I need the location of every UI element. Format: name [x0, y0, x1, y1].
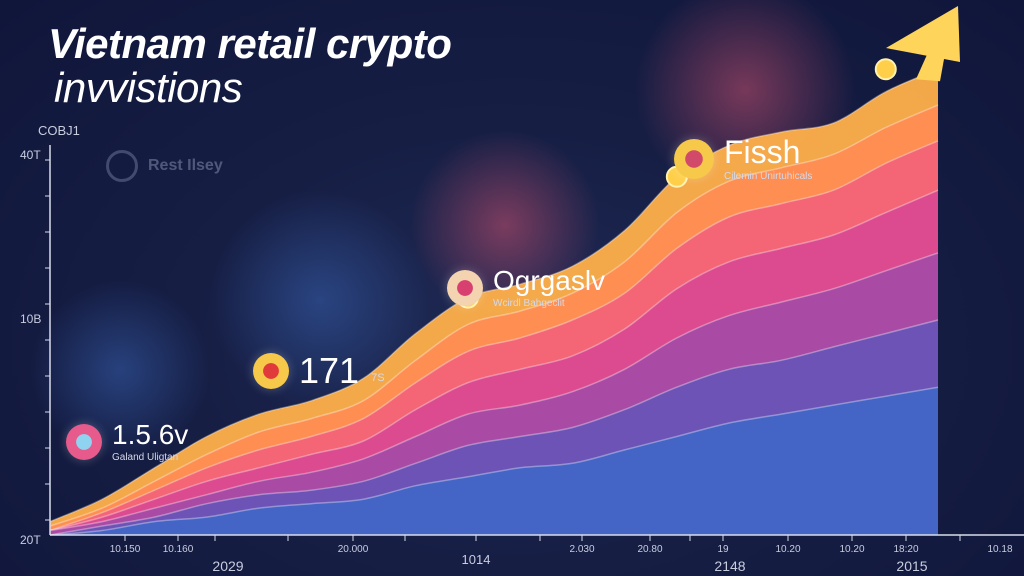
x-tick-label: 19	[717, 544, 729, 555]
callout-sublabel: Wcirdl Bahgeclit	[493, 298, 565, 309]
coin-icon	[447, 269, 483, 306]
series-line-7	[49, 386, 939, 536]
x-tick-label: 2.030	[569, 544, 595, 555]
y-tick-label: 20T	[20, 533, 41, 547]
x-tick-label: 1014	[461, 552, 491, 567]
callout-2: 171 7S	[253, 352, 385, 390]
background-glow	[30, 280, 210, 460]
highlight-point	[874, 58, 897, 81]
series-line-4	[49, 189, 939, 532]
callout-extra: 7S	[371, 372, 385, 384]
coin-icon	[66, 423, 102, 460]
x-tick-label: 20.000	[337, 544, 369, 555]
callout-1: 1.5.6v Galand Uligtan	[66, 420, 188, 463]
callout-3: Ogrgaslv Wcirdl Bahgeclit	[447, 266, 605, 309]
watermark-logo-icon	[106, 150, 138, 182]
area-band-7	[50, 387, 938, 535]
callout-4: Fissh Cilemin Unirtuhicals	[674, 135, 812, 182]
x-tick-label: 18:20	[893, 544, 919, 555]
callout-value: Ogrgaslv	[493, 265, 606, 296]
x-tick-label: 10.20	[775, 544, 801, 555]
trend-arrow-icon	[886, 6, 960, 62]
series-line-1	[49, 68, 939, 523]
y-axis-label: COBJ1	[38, 123, 80, 138]
y-tick-label: 40T	[20, 148, 41, 162]
x-tick-label: 10.18	[987, 544, 1013, 555]
x-year-label: 2015	[896, 558, 928, 574]
title-line-2: invvistions	[54, 64, 243, 111]
series-line-6	[49, 319, 939, 536]
watermark: Rest Ilsey	[106, 150, 223, 182]
series-line-5	[49, 252, 939, 532]
chart-title: Vietnam retail crypto invvistions	[48, 20, 452, 111]
x-tick-label: 20.80	[637, 544, 663, 555]
title-line-1: Vietnam retail crypto	[48, 20, 452, 67]
x-tick-label: 10.150	[109, 544, 141, 555]
callout-value: 171	[299, 350, 360, 391]
coin-icon	[674, 138, 714, 179]
callout-value: Fissh	[724, 134, 801, 170]
callout-value: 1.5.6v	[112, 419, 189, 450]
y-tick-label: 10B	[20, 312, 42, 326]
callout-sublabel: Cilemin Unirtuhicals	[724, 171, 813, 182]
coin-icon	[253, 353, 289, 389]
series-line-2	[49, 104, 939, 527]
watermark-text: Rest Ilsey	[148, 157, 223, 174]
series-line-3	[49, 140, 939, 532]
x-year-label: 2029	[212, 558, 244, 574]
x-year-label: 2148	[714, 558, 746, 574]
x-tick-label: 10.20	[839, 544, 865, 555]
x-tick-label: 10.160	[162, 544, 194, 555]
callout-sublabel: Galand Uligtan	[112, 452, 179, 463]
